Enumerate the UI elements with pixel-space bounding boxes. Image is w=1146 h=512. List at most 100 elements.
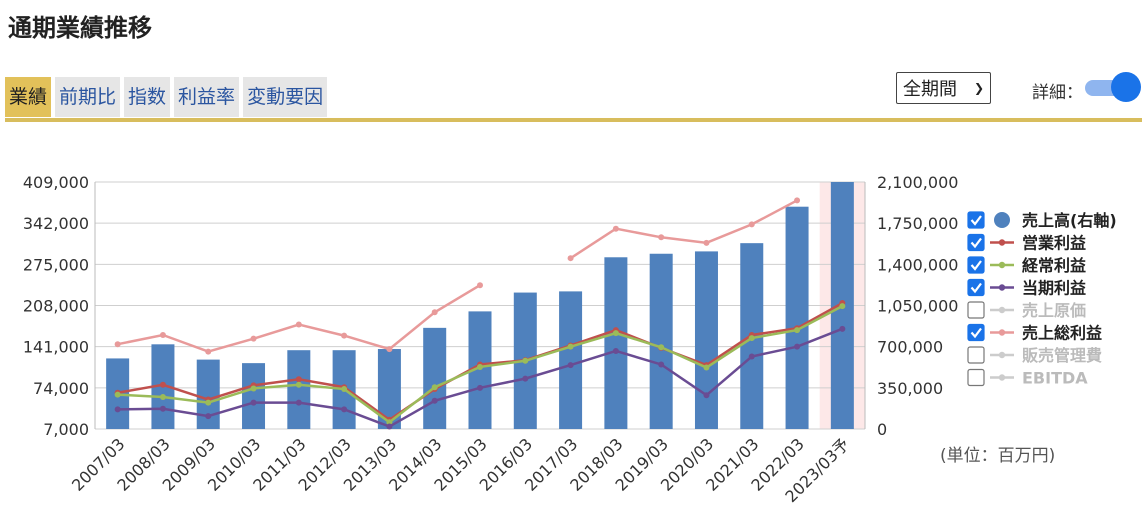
series-point (386, 419, 393, 426)
bar (468, 311, 492, 429)
series-point (612, 225, 619, 232)
series-point (748, 221, 755, 228)
series-point (205, 413, 212, 420)
series-point (341, 386, 348, 393)
series-point (794, 327, 801, 334)
series-point (295, 381, 302, 388)
tab-yoy[interactable]: 前期比 (55, 77, 121, 117)
series-point (703, 364, 710, 371)
tab-margin[interactable]: 利益率 (174, 77, 240, 117)
series-point (159, 405, 166, 412)
period-select[interactable]: 全期間 ❯ (896, 72, 991, 104)
y-left-tick-label: 141,000 (23, 338, 89, 357)
legend-marker-point (998, 261, 1006, 269)
legend-label: 当期利益 (1022, 279, 1086, 298)
legend-label: 販売管理費 (1022, 346, 1102, 365)
check-icon (970, 327, 982, 339)
legend-checkbox[interactable] (967, 301, 985, 319)
series-point (341, 406, 348, 413)
series-point (431, 397, 438, 404)
legend-checkbox[interactable] (967, 368, 985, 387)
legend-marker-point (998, 351, 1006, 359)
series-point (748, 353, 755, 360)
series-point (250, 399, 257, 406)
y-left-tick-label: 275,000 (23, 255, 89, 274)
bar (694, 251, 718, 429)
series-point (250, 385, 257, 392)
tab-index[interactable]: 指数 (124, 77, 171, 117)
legend-checkbox[interactable] (967, 323, 985, 342)
bar (649, 253, 673, 429)
series-point (295, 399, 302, 406)
legend-label: 営業利益 (1022, 234, 1086, 253)
series-point (658, 234, 665, 241)
series-point (295, 376, 302, 383)
legend-checkbox[interactable] (967, 346, 985, 364)
bar (423, 327, 447, 429)
series-point (431, 309, 438, 316)
series-point (386, 346, 393, 353)
series-point (205, 348, 212, 355)
legend-marker-point (998, 284, 1006, 291)
toggle-knob[interactable] (1111, 72, 1141, 102)
legend-checkbox[interactable] (967, 278, 985, 297)
legend-label: 売上高(右軸) (1022, 211, 1117, 230)
detail-toggle[interactable] (1085, 72, 1142, 102)
unit-label: (単位：百万円) (940, 446, 1056, 466)
series-point (748, 335, 755, 342)
series-point (205, 399, 212, 406)
bar (785, 206, 809, 429)
legend-checkbox[interactable] (967, 256, 985, 274)
check-icon (970, 282, 982, 294)
series-point (794, 343, 801, 350)
bar (287, 350, 311, 429)
legend-checkbox[interactable] (967, 211, 985, 229)
series-point (250, 335, 257, 342)
legend-marker-point (998, 239, 1006, 246)
series-point (703, 239, 710, 246)
tab-bar: 業績 前期比 指数 利益率 変動要因 (5, 77, 328, 117)
legend-marker-point (998, 306, 1006, 314)
check-icon (970, 215, 982, 226)
bar (196, 359, 220, 429)
period-select-value: 全期間 (903, 79, 957, 100)
series-point (477, 384, 483, 391)
legend-marker (994, 212, 1010, 228)
detail-toggle-label: 詳細： (1032, 83, 1083, 103)
tab-performance[interactable]: 業績 (5, 77, 52, 117)
series-point (431, 384, 438, 391)
series-point (839, 325, 846, 332)
series-point (114, 341, 121, 348)
series-point (159, 381, 166, 388)
series-point (386, 423, 393, 430)
bar (242, 363, 266, 429)
bar (559, 291, 583, 429)
y-right-tick-label: 350,000 (877, 379, 943, 398)
series-point (159, 331, 166, 338)
series-point (477, 282, 483, 289)
y-right-tick-label: 1,050,000 (877, 297, 958, 316)
series-line (569, 199, 798, 260)
series-point (612, 347, 619, 354)
legend-checkbox[interactable] (967, 233, 985, 252)
legend-label: 売上総利益 (1022, 324, 1102, 343)
series-point (522, 357, 529, 364)
series-point (295, 321, 302, 328)
legend-marker-point (998, 374, 1006, 381)
check-icon (970, 237, 982, 249)
series-point (114, 406, 121, 413)
series-point (612, 330, 619, 337)
legend-marker-point (998, 329, 1006, 336)
tab-variance-factors[interactable]: 変動要因 (243, 77, 328, 117)
legend-label: EBITDA (1022, 369, 1088, 388)
y-right-tick-label: 0 (877, 420, 887, 439)
series-point (477, 363, 483, 370)
legend-label: 売上原価 (1022, 301, 1086, 320)
bar (604, 257, 628, 429)
tab-underline (5, 118, 1142, 122)
series-point (114, 391, 121, 398)
page-title: 通期業績推移 (8, 14, 152, 42)
series-point (567, 362, 574, 369)
check-icon (970, 260, 982, 271)
